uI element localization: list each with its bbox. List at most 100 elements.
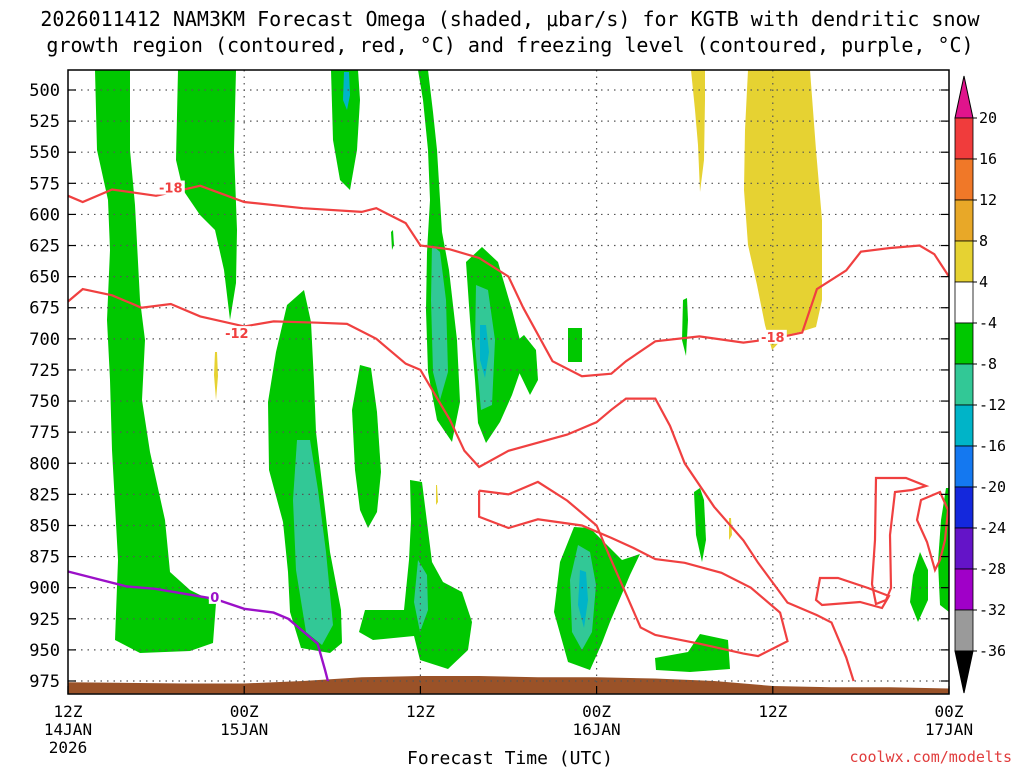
plot-border (67, 69, 950, 695)
y-tick-label: 525 (29, 112, 60, 132)
x-tick-label: 14JAN (44, 720, 92, 739)
y-tick-label: 900 (29, 579, 60, 599)
y-tick-label: 875 (29, 548, 60, 568)
x-tick-label: 00Z (582, 702, 611, 721)
colorbar-segment (954, 240, 974, 283)
x-tick-label: 12Z (54, 702, 83, 721)
omega-area-dark-green (176, 70, 237, 320)
omega-area-cyan (578, 570, 588, 628)
y-tick-label: 500 (29, 81, 60, 101)
omega-area-dark-green (352, 365, 381, 528)
y-tick-label: 750 (29, 392, 60, 412)
omega-area-cyan (480, 325, 489, 378)
omega-area-dark-green (512, 335, 538, 395)
colorbar-segment (954, 363, 974, 406)
chart-title-line1: 2026011412 NAM3KM Forecast Omega (shaded… (40, 7, 980, 31)
colorbar-label: -20 (979, 478, 1006, 496)
colorbar-label: -16 (979, 437, 1006, 455)
contour-label-background (208, 589, 221, 604)
colorbar-segment (954, 609, 974, 652)
colorbar-label: -24 (979, 519, 1006, 537)
colorbar-segment (954, 199, 974, 242)
y-tick-label: 850 (29, 516, 60, 536)
x-tick-label: 16JAN (573, 720, 621, 739)
omega-area-light-teal (293, 440, 333, 645)
y-tick-label: 975 (29, 672, 60, 692)
contour-label: -12 (225, 327, 249, 342)
colorbar-label: -8 (979, 355, 997, 373)
y-tick-label: 575 (29, 174, 60, 194)
dgz-minus12-contour (67, 287, 855, 682)
colorbar-segment (954, 404, 974, 447)
omega-area-yellow (691, 70, 705, 192)
omega-colorbar: 20 16 12 8 4 -4 -8 -12 -16 -20 -24 -28 -32 -36 (954, 75, 1006, 694)
omega-area-dark-green (359, 480, 472, 669)
dgz-minus18-contour (67, 184, 950, 378)
colorbar-segment (954, 568, 974, 611)
y-tick-label: 825 (29, 485, 60, 505)
contour-label: -18 (159, 182, 183, 197)
dgz-small-contour (870, 476, 930, 606)
contour-label: -18 (761, 331, 785, 346)
credit-url: coolwx.com/modelts (849, 748, 1012, 766)
x-tick-label: 12Z (758, 702, 787, 721)
colorbar-segment (954, 486, 974, 529)
colorbar-label: -28 (979, 560, 1006, 578)
dgz-small-contour (814, 576, 891, 610)
plot-area: -18 -12 -18 0 (67, 69, 950, 695)
x-axis-title: Forecast Time (UTC) (407, 748, 613, 768)
omega-area-yellow (436, 485, 438, 505)
colorbar-bottom-arrow (954, 650, 974, 694)
colorbar-segment (954, 322, 974, 365)
contour-label-background (156, 180, 185, 195)
y-tick-label: 700 (29, 330, 60, 350)
contour-label: 0 (210, 591, 219, 606)
omega-area-dark-green (568, 328, 582, 362)
y-tick-label: 675 (29, 299, 60, 319)
colorbar-segment (954, 445, 974, 488)
terrain-ground-surface (68, 676, 949, 694)
x-tick-label: 12Z (406, 702, 435, 721)
colorbar-label: 8 (979, 232, 988, 250)
colorbar-label: -36 (979, 642, 1006, 660)
colorbar-segment (954, 281, 974, 324)
dgz-small-contour (915, 490, 950, 574)
omega-area-dark-green (655, 634, 730, 672)
omega-area-yellow (214, 352, 218, 400)
y-tick-label: 725 (29, 361, 60, 381)
y-tick-label: 800 (29, 454, 60, 474)
chart-title-line2: growth region (contoured, red, °C) and f… (46, 33, 973, 57)
colorbar-label: -4 (979, 314, 997, 332)
omega-area-dark-green (95, 70, 216, 653)
colorbar-label: 12 (979, 191, 997, 209)
contour-labels: -18 -12 -18 0 (156, 180, 787, 606)
omega-area-light-teal (414, 560, 428, 632)
freezing-level-contour (67, 570, 330, 682)
omega-shading (95, 70, 949, 672)
omega-area-dark-green (682, 298, 688, 356)
x-tick-label: 17JAN (925, 720, 973, 739)
colorbar-segment (954, 158, 974, 201)
grid-lines (68, 70, 949, 694)
contour-label-background (758, 329, 787, 344)
y-tick-label: 775 (29, 423, 60, 443)
contour-label-background (222, 326, 251, 341)
y-tick-label: 950 (29, 641, 60, 661)
colorbar-label: 16 (979, 150, 997, 168)
omega-area-dark-green (910, 552, 928, 622)
omega-area-cyan (343, 72, 350, 110)
y-tick-label: 550 (29, 143, 60, 163)
colorbar-segment (954, 117, 974, 160)
x-tick-label: 15JAN (220, 720, 268, 739)
x-tick-label: 00Z (230, 702, 259, 721)
colorbar-label: 20 (979, 109, 997, 127)
y-tick-label: 650 (29, 268, 60, 288)
x-tick-label: 2026 (49, 738, 88, 757)
y-tick-label: 625 (29, 237, 60, 257)
y-axis: 500 525 550 575 600 625 650 675 700 725 750 775 800 8… (29, 81, 949, 692)
colorbar-label: -32 (979, 601, 1006, 619)
omega-area-yellow (744, 70, 822, 350)
x-tick-label: 00Z (935, 702, 964, 721)
